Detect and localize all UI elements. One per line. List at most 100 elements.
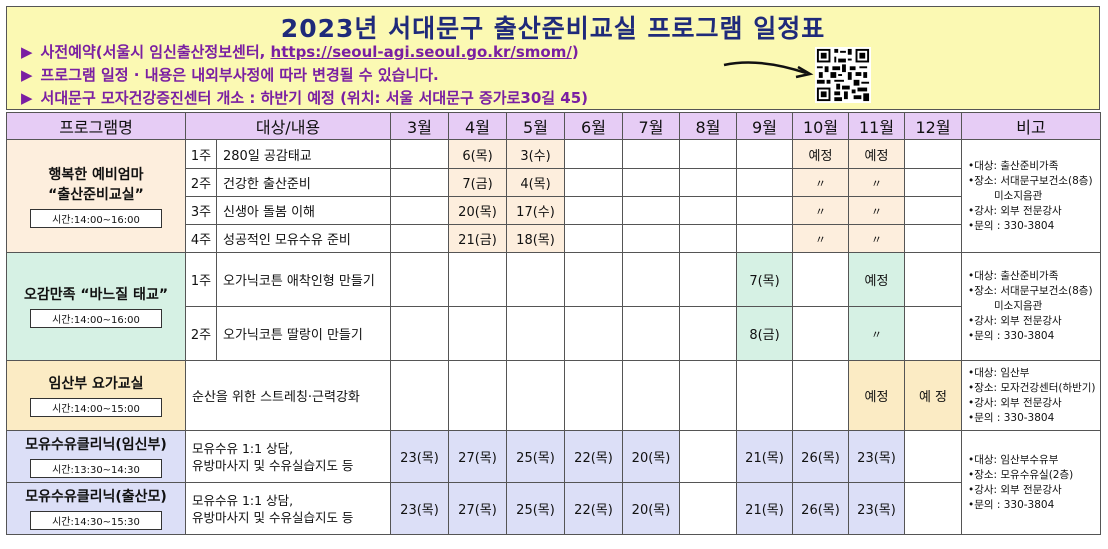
remark-line: 미소지음관 <box>994 189 1043 202</box>
cell-may <box>506 306 565 361</box>
table-header-row: 프로그램명 대상/내용 3월 4월 5월 6월 7월 8월 9월 10월 11월… <box>6 112 1101 140</box>
week-label: 2주 <box>185 306 217 361</box>
remark-line: •장소: 모자건강센터(하반기) <box>968 381 1096 394</box>
topic-text: 신생아 돌봄 이해 <box>216 196 391 225</box>
cell-may: 25(목) <box>506 482 565 535</box>
cell-oct: 26(목) <box>792 482 849 535</box>
cell-sep: 21(목) <box>736 482 793 535</box>
cell-jun <box>564 168 623 197</box>
cell-jul <box>622 306 680 361</box>
cell-aug <box>679 224 737 253</box>
reservation-link[interactable]: https://seoul-agi.seoul.go.kr/smom/ <box>270 43 572 61</box>
remark-line: •문의 : 330-3804 <box>968 219 1055 232</box>
cell-dec <box>904 139 962 169</box>
table-row: 행복한 예비엄마 “출산준비교실” 시간:14:00~16:00 1주 280일… <box>6 139 1101 253</box>
cell-jun <box>564 360 623 431</box>
cell-may <box>506 252 565 307</box>
col-header-jul: 7월 <box>622 112 680 140</box>
week-label: 3주 <box>185 196 217 225</box>
pointer-arrow-icon <box>723 61 814 79</box>
cell-sep <box>736 224 793 253</box>
remark-line: •대상: 출산준비가족 <box>968 270 1059 282</box>
cell-jul: 20(목) <box>622 482 680 535</box>
cell-jul <box>622 360 680 431</box>
header-banner: 2023년 서대문구 출산준비교실 프로그램 일정표 ▶ 사전예약(서울시 임신출… <box>6 6 1100 110</box>
topic-text: 오가닉코튼 딸랑이 만들기 <box>216 306 391 361</box>
cell-nov: 〃 <box>848 196 905 225</box>
cell-jul: 20(목) <box>622 430 680 483</box>
cell-sep <box>736 168 793 197</box>
cell-sep: 21(목) <box>736 430 793 483</box>
remark-line: •문의 : 330-3804 <box>968 330 1055 342</box>
remark-line: •장소: 서대문구보건소(8층) <box>968 174 1093 187</box>
cell-oct <box>792 360 849 431</box>
bullet-arrow-icon: ▶ <box>21 43 33 61</box>
cell-nov: 예정 <box>848 252 905 307</box>
col-header-nov: 11월 <box>848 112 905 140</box>
notice-item: ▶ 프로그램 일정 · 내용은 내외부사정에 따라 변경될 수 있습니다. <box>21 64 588 87</box>
cell-oct: 〃 <box>792 224 849 253</box>
cell-mar <box>390 360 449 431</box>
notice-reservation[interactable]: 사전예약(서울시 임신출산정보센터, https://seoul-agi.seo… <box>40 43 579 61</box>
bullet-arrow-icon: ▶ <box>21 66 33 84</box>
cell-jul <box>622 196 680 225</box>
program-name: 모유수유클리닉(임신부) <box>25 437 167 453</box>
col-header-sep: 9월 <box>736 112 793 140</box>
cell-jun: 22(목) <box>564 482 623 535</box>
week-label: 1주 <box>185 252 217 307</box>
col-header-remarks: 비고 <box>961 112 1101 140</box>
topic-line: 유방마사지 및 수유실습지도 등 <box>192 509 354 525</box>
cell-apr: 27(목) <box>448 482 507 535</box>
week-label: 2주 <box>185 168 217 197</box>
cell-mar <box>390 252 449 307</box>
cell-aug <box>679 196 737 225</box>
topic-text: 280일 공감태교 <box>216 139 391 169</box>
topic-line: 모유수유 1:1 상담, <box>192 492 294 508</box>
cell-sep <box>736 360 793 431</box>
program-time: 시간:14:00~16:00 <box>30 208 162 228</box>
cell-jul <box>622 168 680 197</box>
col-header-aug: 8월 <box>679 112 737 140</box>
cell-nov: 〃 <box>848 168 905 197</box>
cell-oct <box>792 306 849 361</box>
program-time: 시간:13:30~14:30 <box>30 459 162 478</box>
remark-line: •대상: 출산준비가족 <box>968 159 1059 172</box>
cell-may: 4(목) <box>506 168 565 197</box>
col-header-dec: 12월 <box>904 112 962 140</box>
program-time: 시간:14:00~15:00 <box>30 398 162 417</box>
cell-apr <box>448 252 507 307</box>
topic-text: 성공적인 모유수유 준비 <box>216 224 391 253</box>
program-subname: “출산준비교실” <box>48 186 144 203</box>
table-row: 임산부 요가교실 시간:14:00~15:00 순산을 위한 스트레칭·근력강화… <box>6 360 1101 431</box>
cell-jun <box>564 252 623 307</box>
cell-dec <box>904 168 962 197</box>
cell-mar: 23(목) <box>390 430 449 483</box>
remarks-cell: •대상: 임산부수유부 •장소: 모유수유실(2층) •강사: 외부 전문강사 … <box>961 430 1101 535</box>
remark-line: •대상: 임산부수유부 <box>968 453 1059 466</box>
cell-mar <box>390 196 449 225</box>
cell-nov: 23(목) <box>848 482 905 535</box>
cell-jun <box>564 139 623 169</box>
cell-sep: 7(목) <box>736 252 793 307</box>
topic-text: 오가닉코튼 애착인형 만들기 <box>216 252 391 307</box>
table-row: 모유수유클리닉(임신부) 시간:13:30~14:30 모유수유 1:1 상담,… <box>6 430 1101 535</box>
cell-nov: 예정 <box>848 139 905 169</box>
cell-may: 18(목) <box>506 224 565 253</box>
remarks-cell: •대상: 출산준비가족 •장소: 서대문구보건소(8층) 미소지음관 •강사: … <box>961 139 1101 253</box>
cell-dec <box>904 196 962 225</box>
qr-code-icon[interactable] <box>815 47 871 103</box>
cell-sep <box>736 196 793 225</box>
cell-apr: 6(목) <box>448 139 507 169</box>
cell-aug <box>679 482 737 535</box>
topic-text: 모유수유 1:1 상담, 유방마사지 및 수유실습지도 등 <box>185 482 391 535</box>
week-label: 1주 <box>185 139 217 169</box>
program-time: 시간:14:00~16:00 <box>30 309 162 328</box>
remark-line: •장소: 서대문구보건소(8층) <box>968 285 1093 297</box>
cell-mar: 23(목) <box>390 482 449 535</box>
program-name: 오감만족 “바느질 태교” <box>23 287 169 303</box>
cell-oct: 〃 <box>792 196 849 225</box>
cell-dec <box>904 224 962 253</box>
cell-aug <box>679 139 737 169</box>
remark-line: •강사: 외부 전문강사 <box>968 204 1062 217</box>
cell-oct: 예정 <box>792 139 849 169</box>
